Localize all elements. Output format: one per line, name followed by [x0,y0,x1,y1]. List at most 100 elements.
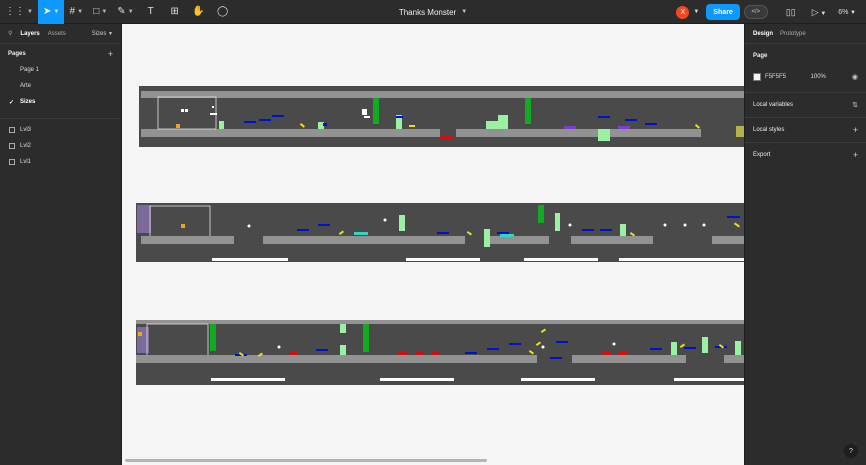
add-page-icon[interactable]: + [107,49,113,59]
move-tool-button[interactable]: ➤ ▼ [37,0,65,24]
yellow-item [679,343,686,348]
frame-tool-button[interactable]: # ▼ [64,0,88,24]
floor-platform [272,355,537,363]
dev-mode-toggle[interactable]: </> [743,5,768,19]
yellow-item [257,352,264,357]
level-frame-lvl3[interactable] [139,86,744,147]
page-item-arte[interactable]: Arte [0,78,121,94]
player-sprite [138,332,142,336]
floor-platform [456,129,701,137]
comment-icon: ◯ [217,6,229,17]
teal-item [500,234,514,237]
light-green-block [318,122,324,129]
page-color-opacity[interactable]: 100% [810,74,826,80]
shape-tool-button[interactable]: □ ▼ [88,0,112,24]
page-color-hex[interactable]: F5F5F5 [765,74,787,80]
layer-item-lvl2[interactable]: Lvl2 [0,138,121,154]
local-styles-label: Local styles [753,127,785,133]
blue-block [650,348,662,350]
left-panel-tabs: ⚲ Layers Assets Sizes ▼ [0,24,121,44]
chevron-down-icon: ▼ [101,8,108,15]
page-item-page-1[interactable]: Page 1 [0,62,121,78]
page-section-header: Page [753,44,858,68]
chevron-down-icon: ▼ [53,8,60,15]
frame-icon [9,143,15,149]
ui-marker [362,109,367,115]
coin-dot [383,218,387,222]
hand-tool-button[interactable]: ✋ [187,0,211,24]
floor-platform [487,236,549,244]
light-green-block [498,115,508,129]
green-block [525,98,531,124]
layer-item-lvl1[interactable]: Lvl1 [0,154,121,170]
present-play-icon[interactable]: ▷ ▼ [811,6,827,17]
export-header[interactable]: Export + [753,143,858,167]
ui-marker [212,106,214,108]
page-item-sizes[interactable]: ✓ Sizes [0,94,121,110]
page-switcher[interactable]: Sizes ▼ [91,30,113,37]
add-style-icon[interactable]: + [852,125,858,135]
yellow-item [338,230,345,235]
right-panel-tabs: Design Prototype [745,24,866,44]
search-icon[interactable]: ⚲ [8,31,13,37]
level-frame-lvl2[interactable] [136,203,744,262]
teal-item [354,232,368,235]
start-decoration [137,205,151,233]
figma-logo-icon: ⋮⋮ [5,6,25,17]
canvas[interactable] [122,24,744,465]
yellow-item [409,125,415,127]
frame-icon [9,127,15,133]
layer-item-lvl3[interactable]: Lvl3 [0,122,121,138]
red-hazard [602,352,612,355]
page-color-swatch[interactable] [753,73,761,81]
local-variables-header[interactable]: Local variables ⇅ [753,93,858,117]
eye-icon[interactable]: ◉ [851,74,858,81]
file-title[interactable]: Thanks Monster [398,7,457,17]
chevron-down-icon[interactable]: ▼ [693,9,700,15]
chevron-down-icon[interactable]: ▼ [461,9,468,15]
comment-tool-button[interactable]: ◯ [211,0,235,24]
ceiling-platform [141,91,744,98]
level-frame-lvl1[interactable] [136,320,744,385]
add-export-icon[interactable]: + [852,150,858,160]
blue-block [487,348,499,350]
yellow-item [299,122,305,128]
right-panel: Design Prototype Page F5F5F5 100% ◉ Loca… [744,24,866,465]
floor-platform [405,236,465,244]
light-green-block [620,224,626,236]
coin-dot [541,345,545,349]
blue-block [297,229,309,231]
pages-header: Pages + [0,46,121,62]
tab-design[interactable]: Design [753,30,774,37]
floor-platform [571,236,653,244]
share-button[interactable]: Share [706,4,740,20]
toolbar-right: X ▼ Share </> ▯▯ ▷ ▼ 6% ▼ [676,0,866,24]
horizontal-scrollbar[interactable] [125,459,487,462]
tab-assets[interactable]: Assets [47,30,66,37]
layer-label: Lvl2 [20,143,32,149]
red-hazard [397,352,407,355]
coin-dot [277,345,281,349]
resources-tool-button[interactable]: ⊞ [163,0,187,24]
player-sprite [176,124,180,128]
end-block [736,126,744,137]
help-button[interactable]: ? [844,444,858,458]
tab-prototype[interactable]: Prototype [780,30,806,37]
blue-block [598,116,610,118]
adjust-icon[interactable]: ⇅ [852,102,858,109]
local-styles-header[interactable]: Local styles + [753,118,858,142]
red-hazard [289,352,297,355]
blue-block [625,119,637,121]
library-icon[interactable]: ▯▯ [785,6,796,17]
tab-layers[interactable]: Layers [20,30,40,37]
floor-platform [263,236,406,244]
blue-block [684,347,696,349]
blue-block [727,216,740,218]
pen-tool-button[interactable]: ✎ ▼ [112,0,138,24]
zoom-menu[interactable]: 6% ▼ [838,8,856,16]
floor-platform [712,236,744,244]
avatar[interactable]: X [676,5,690,19]
main-menu-button[interactable]: ⋮⋮ ▼ [0,0,38,24]
text-tool-button[interactable]: T [139,0,163,24]
